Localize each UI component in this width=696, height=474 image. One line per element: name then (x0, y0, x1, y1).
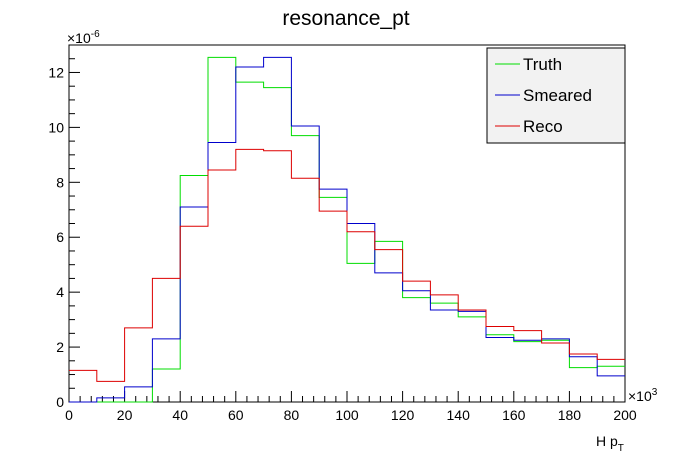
series-layer (69, 56, 625, 403)
legend: Truth Smeared Reco (486, 47, 626, 144)
legend-label-smeared: Smeared (523, 86, 592, 105)
x-tick-label: 0 (65, 407, 73, 423)
x-tick-label: 120 (391, 407, 415, 423)
axis-ticks (68, 44, 626, 403)
x-tick-label: 60 (228, 407, 244, 423)
series-reco-line (69, 148, 625, 382)
y-tick-label: 2 (56, 339, 64, 355)
x-tick-label: 140 (447, 407, 471, 423)
x-tick-label: 40 (172, 407, 188, 423)
chart-title: resonance_pt (282, 7, 409, 30)
series-smeared-line (69, 56, 625, 403)
y-tick-label: 4 (56, 284, 64, 300)
x-tick-label: 180 (558, 407, 582, 423)
series-truth-line (69, 56, 625, 403)
x-tick-label: 160 (502, 407, 526, 423)
x-tick-label: 80 (284, 407, 300, 423)
y-tick-label: 12 (48, 64, 64, 80)
legend-entries: Truth Smeared Reco (495, 55, 592, 136)
axis-tick-labels: 0 20 40 60 80 100 120 140 160 180 200 0 2 4 6 8 10 12 (48, 64, 636, 423)
y-tick-label: 10 (48, 119, 64, 135)
x-tick-label: 100 (335, 407, 359, 423)
y-tick-label: 0 (56, 394, 64, 410)
y-axis-multiplier: ×10-6 (67, 29, 100, 46)
x-axis-label: H pT (596, 433, 624, 454)
x-axis-multiplier: ×103 (628, 387, 658, 404)
y-tick-label: 8 (56, 174, 64, 190)
legend-label-reco: Reco (523, 117, 563, 136)
x-tick-label: 20 (117, 407, 133, 423)
legend-label-truth: Truth (523, 55, 562, 74)
x-tick-label: 200 (613, 407, 637, 423)
y-tick-label: 6 (56, 229, 64, 245)
